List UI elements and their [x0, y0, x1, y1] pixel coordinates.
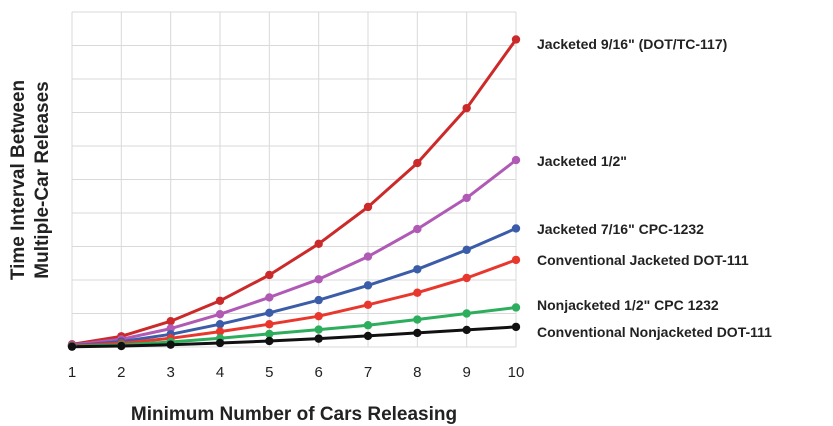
data-point	[215, 309, 225, 319]
data-point	[265, 336, 274, 346]
series-line	[71, 325, 517, 349]
series-line	[71, 258, 517, 348]
series-label: Conventional Jacketed DOT-111	[537, 252, 749, 268]
data-point	[511, 255, 521, 265]
data-point	[215, 338, 225, 348]
x-tick-label: 10	[508, 364, 525, 381]
y-axis-title-line-2: Multiple-Car Releases	[32, 81, 53, 278]
x-axis-title: Minimum Number of Cars Releasing	[131, 404, 457, 425]
x-tick-label: 8	[413, 364, 421, 381]
data-point	[462, 309, 471, 318]
data-point	[314, 275, 323, 284]
data-point	[363, 321, 373, 330]
data-point	[166, 340, 175, 349]
data-point	[413, 265, 422, 274]
data-point	[363, 202, 373, 212]
data-point	[462, 245, 471, 255]
series-label: Jacketed 1/2"	[537, 153, 627, 169]
series-label: Conventional Nonjacketed DOT-111	[537, 324, 772, 340]
data-point	[363, 331, 373, 341]
x-tick-label: 4	[216, 364, 224, 381]
data-point	[215, 296, 225, 305]
data-point	[363, 252, 373, 261]
data-point	[462, 273, 471, 283]
data-point	[413, 328, 422, 338]
data-point	[314, 311, 323, 321]
x-tick-label: 2	[117, 364, 125, 381]
data-point	[363, 281, 373, 290]
data-point	[413, 288, 422, 297]
data-point	[511, 322, 521, 332]
x-tick-label: 7	[364, 364, 372, 381]
x-tick-label: 3	[166, 364, 174, 381]
data-point	[462, 325, 471, 335]
data-point	[462, 193, 471, 203]
data-point	[314, 334, 323, 343]
data-point	[265, 320, 274, 329]
data-point	[314, 239, 323, 249]
series-lines	[71, 38, 518, 349]
data-point	[215, 320, 225, 329]
data-point	[413, 315, 422, 324]
y-axis-title-line-1: Time Interval Between	[8, 80, 29, 280]
series-label: Jacketed 9/16" (DOT/TC-117)	[537, 36, 727, 52]
data-point	[265, 270, 274, 280]
data-point	[462, 103, 471, 113]
grid	[71, 11, 517, 348]
series-line	[71, 38, 518, 346]
data-point	[265, 329, 274, 339]
x-tick-label: 6	[314, 364, 322, 381]
series-label: Nonjacketed 1/2" CPC 1232	[537, 297, 719, 313]
x-tick-label: 1	[68, 364, 76, 381]
data-point	[215, 327, 225, 336]
data-point	[166, 317, 175, 326]
data-point	[363, 300, 373, 309]
x-tick-label: 5	[265, 364, 273, 381]
x-tick-labels: 1 2 3 4 5 6 7 8 9 10	[68, 364, 525, 381]
data-point	[413, 158, 422, 168]
data-point	[117, 341, 126, 351]
data-point	[265, 293, 274, 302]
series-line	[71, 306, 517, 348]
series-line	[71, 158, 517, 347]
data-point	[413, 224, 422, 234]
series-line	[71, 227, 517, 348]
data-point	[511, 155, 521, 165]
series-points	[67, 35, 521, 351]
series-label: Jacketed 7/16" CPC-1232	[537, 221, 704, 237]
data-point	[511, 35, 521, 44]
data-point	[511, 303, 521, 312]
data-point	[314, 325, 323, 334]
data-point	[265, 308, 274, 318]
data-point	[314, 295, 323, 305]
data-point	[511, 224, 521, 233]
x-tick-label: 9	[462, 364, 470, 381]
data-point	[67, 342, 77, 351]
series-labels: Jacketed 9/16" (DOT/TC-117) Jacketed 1/2"…	[537, 36, 772, 340]
